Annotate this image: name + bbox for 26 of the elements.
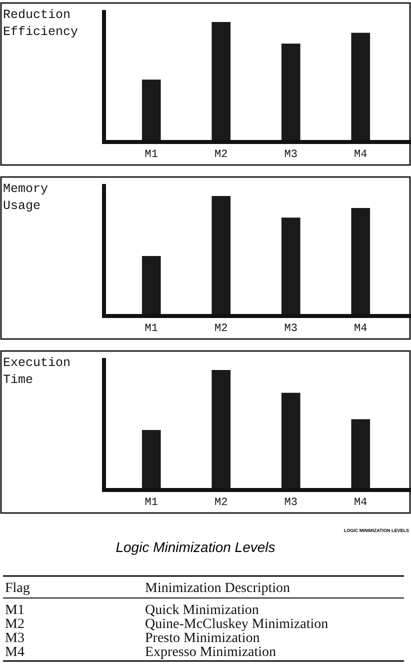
x-tick-label: M4 [354,323,368,336]
text: Expresso Minimization [145,645,276,660]
x-tick-label: M3 [284,497,298,510]
text: Logic Minimization Levels [116,539,276,555]
chart-title: Execution Time [3,356,71,387]
x-tick-label: M2 [214,497,228,510]
x-tick-label: M4 [354,149,368,162]
x-tick-label: M3 [284,323,298,336]
text: Minimization Description [145,581,290,596]
x-tick-label: M3 [284,149,298,162]
x-tick-label: M1 [144,149,158,162]
x-tick-label: M2 [214,323,228,336]
text: Quick Minimization [145,603,259,618]
chart-title: Reduction Efficiency [3,8,79,39]
text: M2 [5,617,24,632]
text: Flag [5,581,30,596]
text: M4 [5,645,24,660]
x-tick-label: M4 [354,497,368,510]
text: M3 [5,631,24,646]
x-tick-label: M1 [144,323,158,336]
text: Presto Minimization [145,631,260,646]
text: M1 [5,603,24,618]
x-tick-label: M1 [144,497,158,510]
chart-title: Memory Usage [3,182,49,213]
x-tick-label: M2 [214,149,228,162]
text: Quine-McCluskey Minimization [145,617,328,632]
